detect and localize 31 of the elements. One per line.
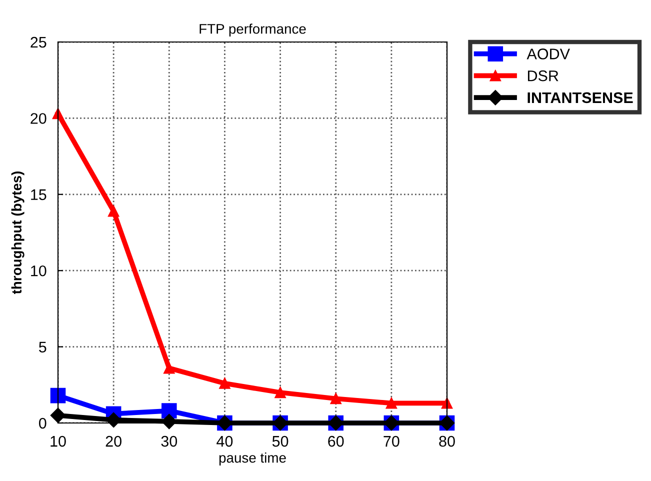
x-tick-label: 20: [106, 436, 122, 447]
y-tick-label: 0: [38, 418, 46, 429]
point: [330, 393, 342, 404]
y-axis-title: throughput (bytes): [11, 171, 24, 294]
y-tick-label: 10: [31, 265, 46, 276]
x-axis-title: pause time: [219, 452, 286, 466]
y-tick-label: 15: [31, 189, 46, 200]
legend-label: DSR: [528, 70, 558, 82]
point: [386, 398, 397, 409]
legend-label: INTANTSENSE: [528, 92, 633, 104]
point: [106, 412, 122, 428]
point: [108, 206, 120, 217]
y-tick-label: 25: [30, 36, 46, 48]
point: [219, 378, 230, 389]
point: [162, 414, 177, 430]
point: [50, 408, 66, 423]
y-tick-label: 5: [39, 342, 46, 352]
x-tick-label: 50: [272, 436, 288, 447]
y-tick-label: 20: [30, 113, 46, 124]
x-tick-label: 40: [216, 436, 233, 447]
point: [50, 388, 66, 404]
x-tick-label: 70: [384, 436, 400, 447]
x-tick-label: 60: [328, 436, 344, 447]
legend-label: AODV: [526, 48, 570, 60]
x-tick-label: 30: [161, 436, 178, 447]
x-tick-label: 80: [439, 436, 455, 447]
point: [164, 362, 175, 374]
x-tick-label: 10: [50, 436, 66, 447]
point: [274, 386, 286, 398]
point: [52, 108, 64, 120]
chart-title: FTP performance: [200, 24, 306, 37]
